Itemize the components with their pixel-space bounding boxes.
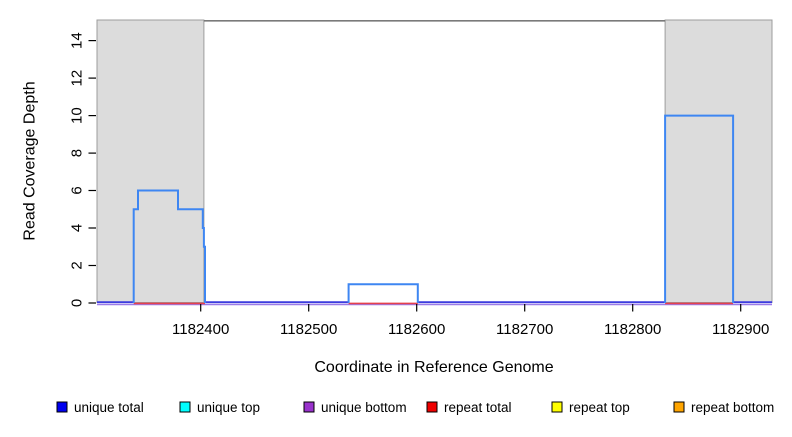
x-tick-label: 1182800 xyxy=(604,321,661,338)
y-axis-title: Read Coverage Depth xyxy=(22,81,39,240)
legend-swatch-repeat-top xyxy=(551,401,563,413)
coverage-step-line xyxy=(347,283,419,303)
repeat-region-shading xyxy=(664,19,773,303)
coverage-step-line xyxy=(664,114,735,303)
y-tick-label: 6 xyxy=(69,186,86,194)
y-tick-label: 10 xyxy=(69,107,86,124)
legend-swatch-unique-total xyxy=(56,401,68,413)
y-tick-label: 12 xyxy=(69,70,86,87)
x-tick-label: 1182400 xyxy=(172,321,229,338)
legend-swatch-repeat-total xyxy=(426,401,438,413)
legend-label-unique-top: unique top xyxy=(197,400,260,415)
coverage-step-line xyxy=(132,189,206,303)
legend-label-repeat-top: repeat top xyxy=(569,400,630,415)
x-tick-label: 1182700 xyxy=(496,321,553,338)
y-tick-label: 8 xyxy=(69,149,86,157)
legend-label-repeat-bottom: repeat bottom xyxy=(691,400,774,415)
legend-swatch-unique-bottom xyxy=(303,401,315,413)
legend-swatch-repeat-bottom xyxy=(673,401,685,413)
legend-label-unique-total: unique total xyxy=(74,400,144,415)
y-tick-label: 2 xyxy=(69,261,86,269)
x-tick-label: 1182600 xyxy=(388,321,445,338)
repeat-region-shading xyxy=(96,19,205,303)
x-tick-label: 1182900 xyxy=(712,321,769,338)
y-tick-label: 4 xyxy=(69,224,86,232)
x-axis-title: Coordinate in Reference Genome xyxy=(314,359,553,376)
y-tick-label: 0 xyxy=(69,299,86,307)
legend-label-unique-bottom: unique bottom xyxy=(321,400,407,415)
y-tick-label: 14 xyxy=(69,32,86,49)
legend-label-repeat-total: repeat total xyxy=(444,400,512,415)
legend-swatch-unique-top xyxy=(179,401,191,413)
x-tick-label: 1182500 xyxy=(280,321,337,338)
